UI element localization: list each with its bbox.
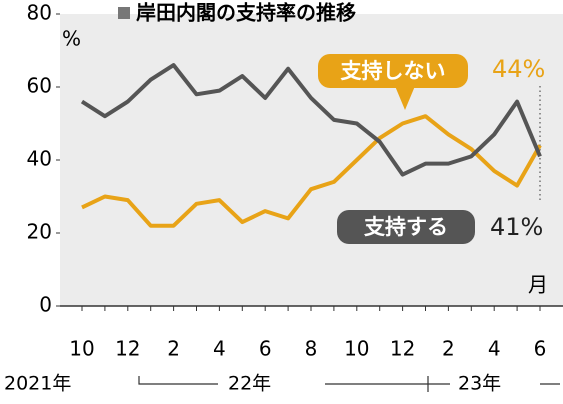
year-label: 2021年 bbox=[4, 373, 71, 395]
legend-label: 支持する bbox=[364, 215, 448, 239]
y-tick-label: 0 bbox=[39, 293, 52, 317]
year-brackets bbox=[138, 376, 560, 392]
value-label: 41% bbox=[490, 213, 543, 241]
x-unit: 月 bbox=[528, 273, 548, 297]
series-tag-pointer bbox=[395, 86, 415, 110]
y-tick-label: 80 bbox=[27, 1, 52, 25]
year-label: 23年 bbox=[458, 373, 501, 395]
series-line bbox=[81, 114, 542, 228]
x-tick-label: 10 bbox=[344, 337, 369, 361]
value-label: 44% bbox=[492, 55, 545, 83]
plot-area bbox=[60, 14, 563, 306]
legend-label: 支持しない bbox=[341, 59, 446, 83]
x-tick-label: 2 bbox=[442, 337, 455, 361]
x-tick-label: 6 bbox=[534, 337, 547, 361]
series-tag bbox=[337, 210, 475, 244]
chart-title: 岸田内閣の支持率の推移 bbox=[136, 1, 356, 25]
y-tick-label: 20 bbox=[27, 220, 52, 244]
x-tick-label: 4 bbox=[213, 337, 226, 361]
x-tick-label: 2 bbox=[167, 337, 180, 361]
series-tag bbox=[318, 54, 468, 88]
y-unit: % bbox=[62, 27, 81, 51]
year-label: 22年 bbox=[228, 373, 271, 395]
y-tick-label: 40 bbox=[27, 147, 52, 171]
x-tick-label: 6 bbox=[259, 337, 272, 361]
title-icon bbox=[118, 7, 130, 19]
x-tick-label: 10 bbox=[69, 337, 94, 361]
x-tick-label: 12 bbox=[390, 337, 415, 361]
x-tick-label: 4 bbox=[488, 337, 501, 361]
x-tick-label: 8 bbox=[305, 337, 318, 361]
x-tick-label: 12 bbox=[115, 337, 140, 361]
series-line bbox=[80, 63, 542, 177]
y-tick-label: 60 bbox=[27, 74, 52, 98]
